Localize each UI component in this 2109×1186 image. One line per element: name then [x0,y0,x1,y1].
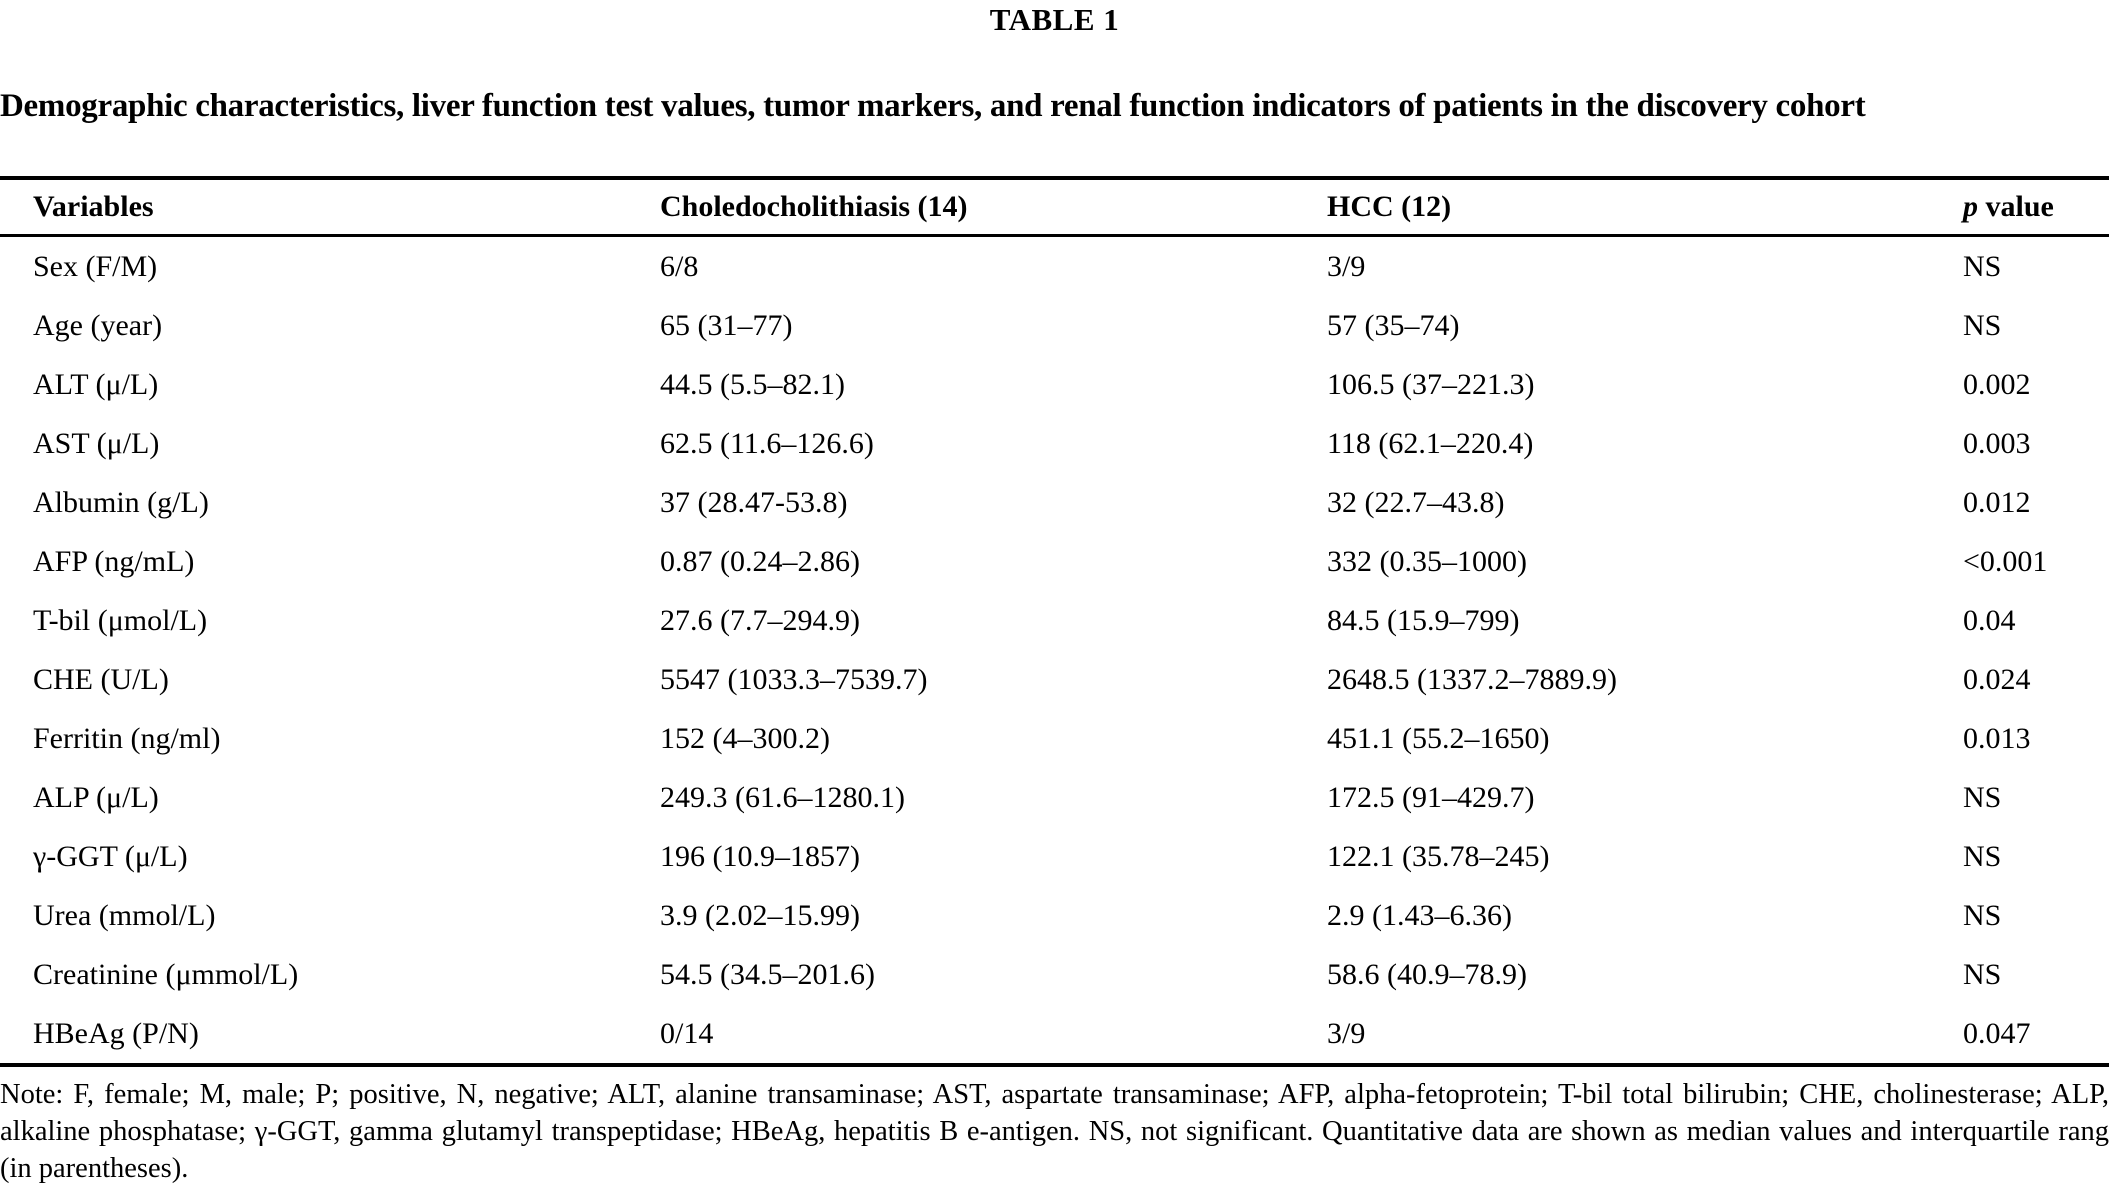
table-row: HBeAg (P/N) 0/14 3/9 0.047 [0,1004,2109,1065]
hcc-value-cell: 172.5 (91–429.7) [1327,780,1535,814]
variable-cell: T-bil (μmol/L) [33,603,208,637]
choledocholithiasis-value-cell: 62.5 (11.6–126.6) [660,426,874,460]
table-row: AST (μ/L) 62.5 (11.6–126.6) 118 (62.1–22… [0,414,2109,473]
p-value-cell: <0.001 [1963,544,2048,578]
p-value-cell: NS [1963,898,2002,932]
choledocholithiasis-value-cell: 5547 (1033.3–7539.7) [660,662,928,696]
variable-cell: AST (μ/L) [33,426,160,460]
table-caption: Demographic characteristics, liver funct… [0,88,1866,124]
hcc-value-cell: 122.1 (35.78–245) [1327,839,1550,873]
table-row: ALT (μ/L) 44.5 (5.5–82.1) 106.5 (37–221.… [0,355,2109,414]
choledocholithiasis-value-cell: 0.87 (0.24–2.86) [660,544,860,578]
p-value-cell: NS [1963,308,2002,342]
table-footnote: Note: F, female; M, male; P; positive, N… [0,1079,2109,1184]
header-row: Variables Choledocholithiasis (14) HCC (… [0,178,2109,237]
choledocholithiasis-value-cell: 249.3 (61.6–1280.1) [660,780,905,814]
variable-cell: Creatinine (μmmol/L) [33,957,299,991]
choledocholithiasis-value-cell: 65 (31–77) [660,308,793,342]
table-row: Creatinine (μmmol/L) 54.5 (34.5–201.6) 5… [0,945,2109,1004]
choledocholithiasis-value-cell: 6/8 [660,249,699,283]
table-row: CHE (U/L) 5547 (1033.3–7539.7) 2648.5 (1… [0,650,2109,709]
hcc-value-cell: 58.6 (40.9–78.9) [1327,957,1527,991]
table-number-label: TABLE 1 [989,2,1120,37]
choledocholithiasis-value-cell: 44.5 (5.5–82.1) [660,367,845,401]
hcc-value-cell: 2.9 (1.43–6.36) [1327,898,1512,932]
variable-cell: ALT (μ/L) [33,367,159,401]
hcc-value-cell: 3/9 [1327,1016,1366,1050]
column-header-p-value: p value [1963,178,2109,237]
hcc-value-cell: 32 (22.7–43.8) [1327,485,1505,519]
table-row: Urea (mmol/L) 3.9 (2.02–15.99) 2.9 (1.43… [0,886,2109,945]
table-row: AFP (ng/mL) 0.87 (0.24–2.86) 332 (0.35–1… [0,532,2109,591]
p-value-cell: NS [1963,249,2002,283]
p-value-cell: 0.002 [1963,367,2031,401]
p-value-cell: NS [1963,957,2002,991]
column-header-variables: Variables [0,178,660,237]
p-value-header-italic-p: p [1963,190,1978,223]
p-value-cell: 0.012 [1963,485,2031,519]
hcc-value-cell: 451.1 (55.2–1650) [1327,721,1550,755]
p-value-cell: 0.003 [1963,426,2031,460]
hcc-value-cell: 106.5 (37–221.3) [1327,367,1535,401]
p-value-cell: 0.013 [1963,721,2031,755]
column-header-hcc: HCC (12) [1327,178,1963,237]
p-value-cell: 0.04 [1963,603,2016,637]
data-table: Variables Choledocholithiasis (14) HCC (… [0,176,2109,1067]
table-row: Albumin (g/L) 37 (28.47-53.8) 32 (22.7–4… [0,473,2109,532]
choledocholithiasis-value-cell: 37 (28.47-53.8) [660,485,848,519]
p-value-header-rest: value [1985,190,2054,223]
choledocholithiasis-value-cell: 196 (10.9–1857) [660,839,860,873]
table-row: Ferritin (ng/ml) 152 (4–300.2) 451.1 (55… [0,709,2109,768]
table-row: T-bil (μmol/L) 27.6 (7.7–294.9) 84.5 (15… [0,591,2109,650]
hcc-value-cell: 332 (0.35–1000) [1327,544,1527,578]
hcc-value-cell: 2648.5 (1337.2–7889.9) [1327,662,1617,696]
p-value-cell: 0.024 [1963,662,2031,696]
variable-cell: HBeAg (P/N) [33,1016,199,1050]
table-row: γ-GGT (μ/L) 196 (10.9–1857) 122.1 (35.78… [0,827,2109,886]
column-header-choledocholithiasis: Choledocholithiasis (14) [660,178,1327,237]
variable-cell: Sex (F/M) [33,249,158,283]
p-value-cell: 0.047 [1963,1016,2031,1050]
choledocholithiasis-value-cell: 152 (4–300.2) [660,721,830,755]
p-value-cell: NS [1963,780,2002,814]
table-header: Variables Choledocholithiasis (14) HCC (… [0,178,2109,237]
p-value-cell: NS [1963,839,2002,873]
table-body: Sex (F/M) 6/8 3/9 NS Age (year) 65 (31–7… [0,236,2109,1066]
variable-cell: Age (year) [33,308,163,342]
table-row: Sex (F/M) 6/8 3/9 NS [0,236,2109,297]
variable-cell: Urea (mmol/L) [33,898,216,932]
choledocholithiasis-value-cell: 0/14 [660,1016,714,1050]
choledocholithiasis-value-cell: 54.5 (34.5–201.6) [660,957,875,991]
table-row: ALP (μ/L) 249.3 (61.6–1280.1) 172.5 (91–… [0,768,2109,827]
variable-cell: CHE (U/L) [33,662,169,696]
choledocholithiasis-value-cell: 3.9 (2.02–15.99) [660,898,860,932]
choledocholithiasis-value-cell: 27.6 (7.7–294.9) [660,603,860,637]
variable-cell: γ-GGT (μ/L) [33,839,188,873]
variable-cell: ALP (μ/L) [33,780,159,814]
hcc-value-cell: 84.5 (15.9–799) [1327,603,1520,637]
variable-cell: Albumin (g/L) [33,485,209,519]
variable-cell: Ferritin (ng/ml) [33,721,221,755]
hcc-value-cell: 3/9 [1327,249,1366,283]
hcc-value-cell: 118 (62.1–220.4) [1327,426,1534,460]
table-row: Age (year) 65 (31–77) 57 (35–74) NS [0,296,2109,355]
variable-cell: AFP (ng/mL) [33,544,195,578]
hcc-value-cell: 57 (35–74) [1327,308,1460,342]
